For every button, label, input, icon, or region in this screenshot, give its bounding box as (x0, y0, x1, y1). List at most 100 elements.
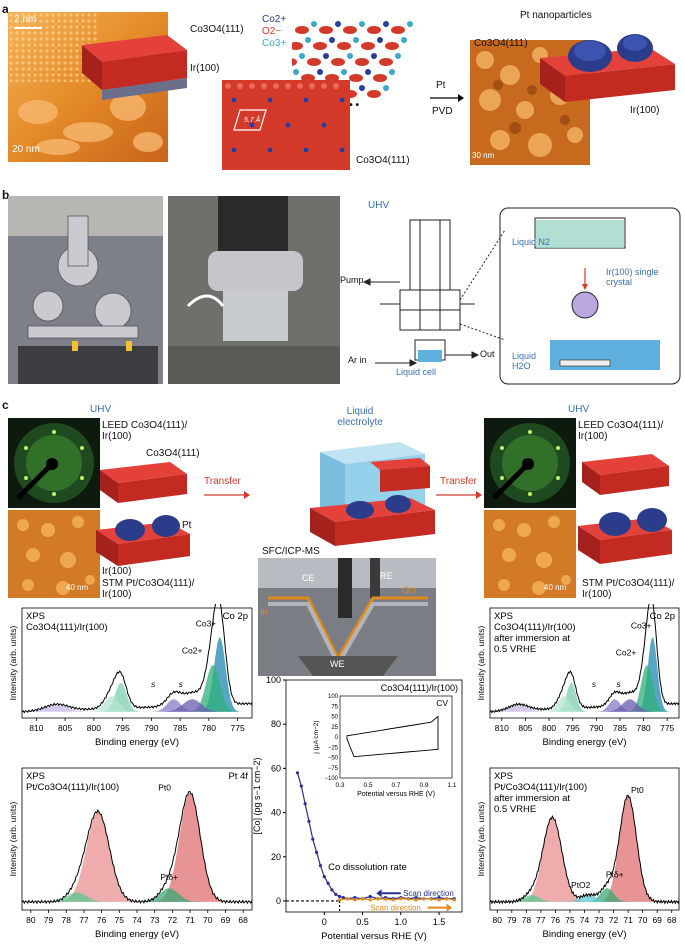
x-tick-label: 73 (594, 915, 604, 925)
ir-left-label: Ir(100) (102, 566, 132, 577)
model1-sublabel: Ir(100) (190, 63, 220, 74)
pt-nanoparticles-title: Pt nanoparticles (520, 10, 592, 21)
electrolyte-model (310, 442, 435, 546)
data-point (445, 897, 449, 901)
stm2-scale: 30 nm (472, 151, 495, 160)
inset-y-tick: −75 (328, 766, 339, 772)
peak-label: Co2+ (182, 646, 203, 656)
xps-pt4f-after-chart: 80 79 78 77 76 75 74 73 72 71 70 69 68 Binding energy… (476, 767, 680, 940)
liquid-h2o-label: Liquid H2O (512, 351, 537, 371)
panel-label-b: b (2, 188, 10, 202)
x-tick-label: 80 (493, 915, 503, 925)
co3o4-slab-model (82, 35, 187, 100)
fit-component (22, 892, 252, 902)
inset-x-tick: 1.1 (447, 782, 456, 789)
peak-label: Co3+ (631, 621, 652, 631)
xps-title-line: Pt/Co3O4(111)/Ir(100) (26, 782, 119, 793)
liquid-cell-schematic (362, 207, 681, 385)
data-point (318, 864, 323, 868)
co3o4-right-model (582, 454, 669, 495)
data-point (322, 875, 326, 879)
inset-x-tick: 0.7 (391, 782, 400, 789)
y-tick-label: 20 (271, 852, 281, 862)
stm-scale-2nm: 2 nm (14, 14, 37, 25)
x-tick-label: 68 (667, 915, 677, 925)
data-point (422, 897, 426, 901)
stm-scale-20nm: 20 nm (12, 144, 40, 155)
scan-arrowhead-blue (376, 889, 382, 898)
inset-y-tick: −50 (328, 756, 339, 762)
data-point (334, 892, 338, 896)
peak-label: s (616, 679, 621, 689)
scan-direction-label: Scan direction (370, 904, 421, 913)
peak-label: s (592, 679, 597, 689)
fit-component (490, 895, 679, 902)
pt-co3o4-right-model (578, 508, 672, 564)
inset-title: CV (436, 698, 448, 708)
x-tick-label: 69 (221, 915, 231, 925)
leed-right-label: LEED Co3O4(111)/ Ir(100) (578, 420, 664, 442)
stm-right-image (484, 510, 576, 598)
x-tick-label: 70 (203, 915, 213, 925)
x-tick-label: 72 (168, 915, 178, 925)
x-tick-label: 73 (150, 915, 160, 925)
x-tick-label: 805 (58, 723, 72, 733)
xps-tag: Pt 4f (228, 771, 248, 782)
leed-left-label: LEED Co3O4(111)/ Ir(100) (102, 420, 188, 442)
peak-label: PtO2 (571, 880, 591, 890)
peak-label: Ptδ+ (606, 869, 624, 879)
x-tick-label: 79 (44, 915, 54, 925)
sfc-in: In (260, 607, 268, 617)
y-tick-label: 80 (271, 719, 281, 729)
xps-title-line: Pt/Co3O4(111)/Ir(100) (494, 782, 587, 793)
xps-pt4f-chart: 80 79 78 77 76 75 74 73 72 71 70 69 68 Binding energy… (8, 767, 253, 940)
inset-y-tick: 75 (331, 704, 338, 710)
inset-y-tick: 25 (331, 725, 338, 731)
scan-direction-label: Scan direction (403, 889, 454, 898)
x-tick-label: 77 (536, 915, 546, 925)
data-point (437, 898, 441, 902)
xps-title-line: XPS (26, 771, 45, 782)
data-point (326, 881, 330, 885)
arrow-pt-label: Pt (436, 80, 446, 91)
peak-label: s (151, 679, 156, 689)
spectrum-line (21, 790, 253, 905)
schematic-uhv: UHV (368, 200, 390, 211)
inset-frame (339, 695, 453, 779)
x-tick-label: 74 (580, 915, 590, 925)
inset-x-tick: 0.3 (335, 782, 344, 789)
scale-bar-2nm (14, 27, 42, 29)
uhv-chamber-photo (8, 196, 163, 384)
xps-title-line: Co3O4(111)/Ir(100) (494, 622, 576, 633)
stm-left-label: STM Pt/Co3O4(111)/ Ir(100) (102, 578, 195, 600)
fit-component (490, 895, 679, 902)
data-point (345, 897, 349, 901)
y-axis-label: Intensity (arb. units) (476, 626, 486, 701)
inset-y-tick: −100 (324, 776, 338, 782)
data-point (360, 897, 365, 901)
annotation: Co dissolution rate (328, 862, 407, 873)
data-point (414, 896, 418, 900)
fit-component (490, 699, 679, 712)
peak-label: Co3+ (196, 618, 217, 628)
lattice-constant: 5.7 Å (244, 117, 261, 124)
leed-right-image (484, 418, 576, 508)
fit-component (22, 699, 252, 712)
x-tick-label: 1.0 (395, 917, 408, 927)
pump-label: Pump (340, 275, 364, 285)
x-tick-label: 790 (144, 723, 158, 733)
y-axis-label: Intensity (arb. units) (8, 802, 18, 877)
data-point (383, 897, 388, 901)
x-tick-label: 1.5 (433, 917, 446, 927)
data-point (353, 898, 357, 902)
spectrum-line (21, 604, 253, 714)
x-tick-label: 775 (231, 723, 245, 733)
ellipsis: • • • (343, 100, 360, 111)
data-point (299, 784, 303, 788)
xps-title-line: after immersion at (494, 793, 570, 804)
data-point (311, 837, 315, 841)
x-tick-label: 77 (79, 915, 89, 925)
data-point (429, 897, 433, 901)
fit-component (22, 705, 252, 712)
series-line (296, 772, 455, 900)
